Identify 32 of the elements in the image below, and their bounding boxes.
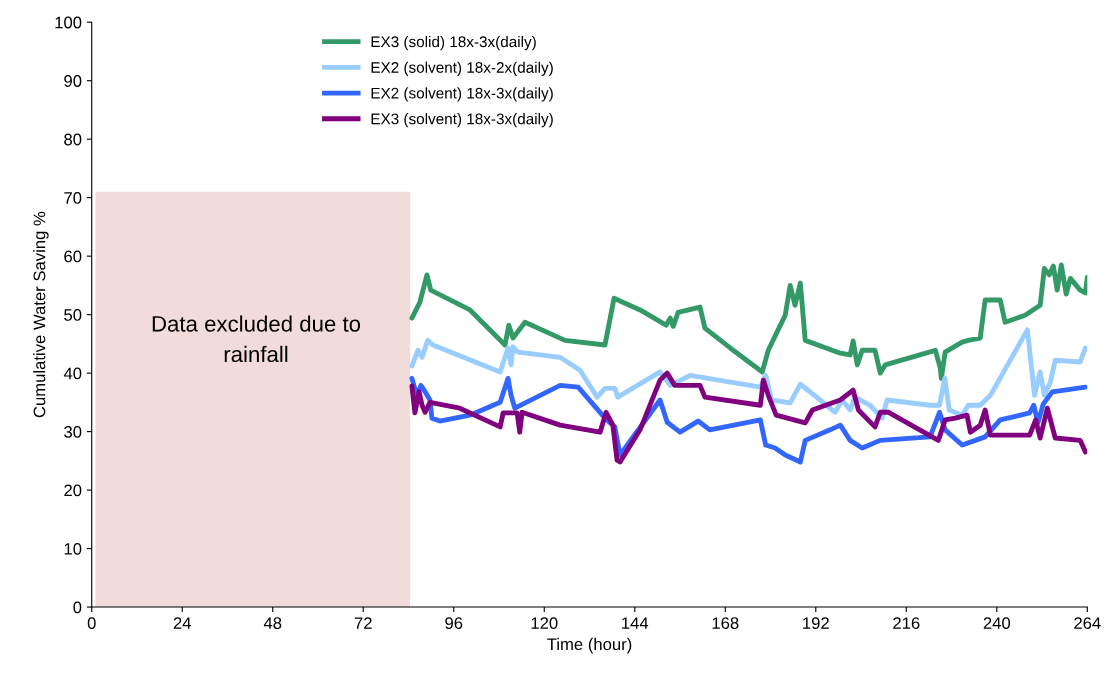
annotation: Data excluded due to rainfall <box>152 315 361 363</box>
line-series <box>409 327 1088 421</box>
x-tick-label: 120 <box>531 617 558 630</box>
x-axis-title: Time (hour) <box>547 637 632 654</box>
y-tick-label: 60 <box>64 250 82 263</box>
x-tick-label: 240 <box>983 617 1011 630</box>
x-tick-label: 168 <box>712 617 739 630</box>
y-tick-label: 100 <box>55 16 82 29</box>
y-tick-label: 10 <box>64 542 82 555</box>
x-tick-label: 72 <box>354 617 372 629</box>
x-tick-label: 216 <box>893 617 920 630</box>
line-series <box>409 262 1088 381</box>
y-tick-label: 90 <box>64 75 82 87</box>
x-tick-label: 24 <box>173 617 192 629</box>
legend-label: EX2 (solvent) 18x-3x(daily) <box>371 87 553 102</box>
legend-label: EX3 (solvent) 18x-3x(daily) <box>371 113 553 128</box>
legend-label: EX2 (solvent) 18x-2x(daily) <box>371 61 553 76</box>
legend-label: EX3 (solid) 18x-3x(daily) <box>371 35 536 51</box>
y-axis-title: Cumulative Water Saving % <box>33 211 49 418</box>
y-tick-label: 70 <box>64 192 82 204</box>
y-tick-label: 20 <box>64 484 82 497</box>
y-tick-label: 80 <box>64 133 82 146</box>
y-tick-label: 0 <box>73 601 82 614</box>
x-tick-label: 0 <box>87 617 96 630</box>
x-tick-label: 96 <box>445 617 463 630</box>
x-tick-label: 264 <box>1074 617 1101 630</box>
y-tick-label: 40 <box>63 367 82 380</box>
x-tick-label: 144 <box>622 617 649 629</box>
x-tick-label: 48 <box>263 617 282 630</box>
y-tick-label: 50 <box>64 309 82 321</box>
y-tick-label: 30 <box>64 426 82 438</box>
x-tick-label: 192 <box>803 617 829 630</box>
